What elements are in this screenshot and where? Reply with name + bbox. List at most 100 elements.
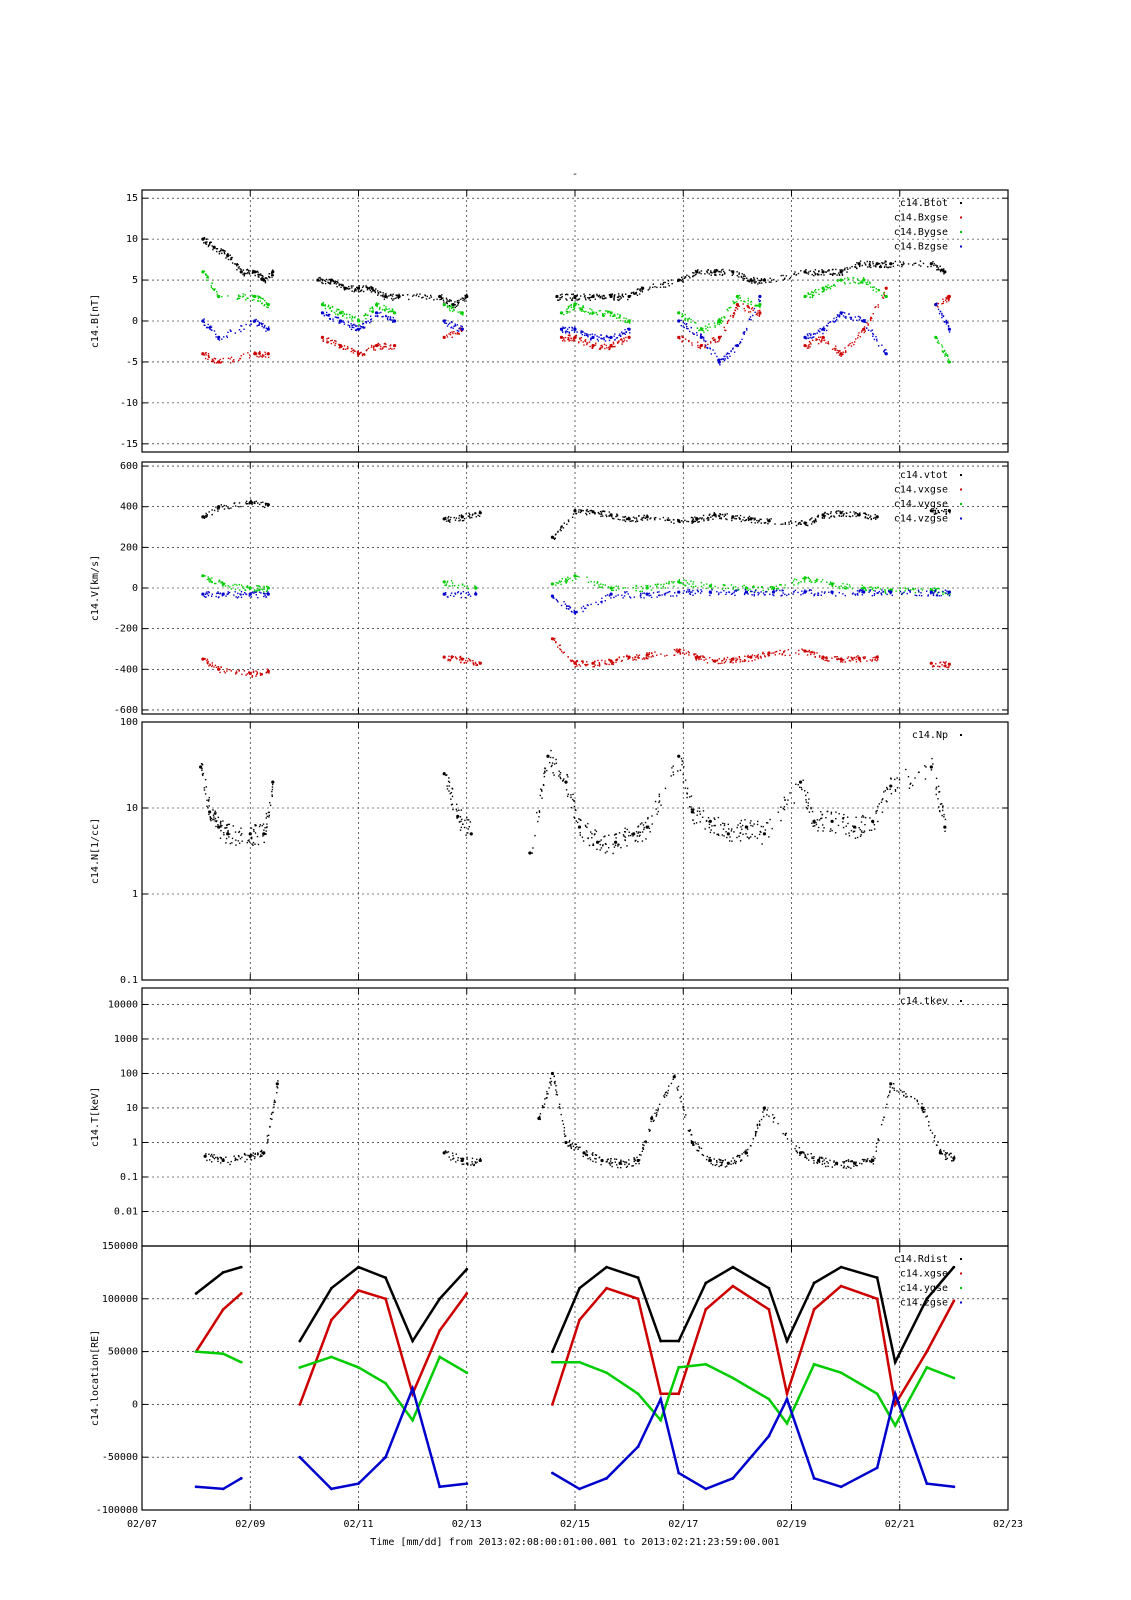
data-dot xyxy=(566,581,568,583)
data-dot xyxy=(578,341,580,344)
data-dot xyxy=(571,299,573,302)
data-dot xyxy=(364,313,367,315)
data-dot xyxy=(607,846,610,849)
data-dot xyxy=(464,596,467,599)
data-dot xyxy=(568,338,570,340)
data-dot xyxy=(419,293,421,295)
data-dot xyxy=(809,653,812,656)
data-dot xyxy=(608,339,611,342)
data-dot xyxy=(387,311,390,314)
data-dot xyxy=(698,272,700,274)
data-dot xyxy=(260,322,262,324)
data-dot xyxy=(714,818,716,821)
data-dot xyxy=(874,659,876,661)
data-dot xyxy=(756,277,758,280)
data-dot xyxy=(596,335,598,337)
data-dot xyxy=(568,340,570,342)
data-dot xyxy=(874,516,876,519)
data-dot xyxy=(861,264,863,267)
data-dot xyxy=(599,347,602,349)
data-dot xyxy=(664,519,666,522)
data-dot xyxy=(589,293,591,296)
data-point xyxy=(226,832,230,836)
data-point xyxy=(645,515,649,519)
data-dot xyxy=(881,594,883,596)
series-c14-Bygse xyxy=(201,270,951,364)
data-dot xyxy=(656,591,659,593)
data-dot xyxy=(851,658,854,660)
data-dot xyxy=(913,588,915,591)
data-dot xyxy=(566,312,568,314)
data-dot xyxy=(467,657,470,660)
data-dot xyxy=(873,824,876,826)
data-dot xyxy=(329,318,331,321)
data-dot xyxy=(374,291,377,294)
data-dot xyxy=(635,517,638,519)
data-dot xyxy=(208,580,210,582)
data-dot xyxy=(624,836,627,838)
data-dot xyxy=(357,350,359,352)
data-dot xyxy=(456,329,459,332)
data-dot xyxy=(723,835,725,837)
data-dot xyxy=(227,585,229,587)
data-dot xyxy=(226,336,229,339)
data-dot xyxy=(205,238,208,241)
data-dot xyxy=(363,315,365,317)
data-dot xyxy=(683,649,685,651)
data-dot xyxy=(382,315,384,318)
data-dot xyxy=(677,280,679,283)
data-dot xyxy=(567,338,569,341)
data-dot xyxy=(552,772,554,774)
data-dot xyxy=(596,848,598,851)
data-dot xyxy=(847,268,849,270)
data-dot xyxy=(808,589,811,592)
data-dot xyxy=(835,512,838,515)
data-dot xyxy=(807,345,810,347)
data-dot xyxy=(650,652,653,654)
data-dot xyxy=(247,269,250,272)
data-dot xyxy=(625,317,627,320)
data-dot xyxy=(703,656,706,659)
data-dot xyxy=(597,295,600,298)
data-dot xyxy=(402,294,404,296)
data-dot xyxy=(632,516,635,518)
data-dot xyxy=(271,273,273,275)
data-dot xyxy=(582,331,584,333)
data-dot xyxy=(236,584,238,586)
data-dot xyxy=(648,288,651,290)
data-dot xyxy=(450,804,453,806)
data-dot xyxy=(791,582,794,584)
data-dot xyxy=(844,594,847,597)
data-dot xyxy=(938,806,940,808)
data-dot xyxy=(569,659,572,662)
data-dot xyxy=(629,322,631,324)
y-tick-label: 10 xyxy=(126,803,138,814)
data-dot xyxy=(602,298,604,300)
y-axis-label: c14.B[nT] xyxy=(90,294,101,348)
data-dot xyxy=(563,778,565,780)
data-dot xyxy=(349,326,351,328)
data-dot xyxy=(666,518,669,521)
data-dot xyxy=(243,587,245,589)
data-dot xyxy=(683,579,685,581)
data-dot xyxy=(732,273,734,275)
data-dot xyxy=(362,322,365,325)
data-dot xyxy=(215,820,217,823)
data-dot xyxy=(318,277,320,279)
data-point xyxy=(771,586,776,590)
data-dot xyxy=(768,836,770,838)
data-dot xyxy=(734,309,737,312)
data-dot xyxy=(692,521,695,523)
data-dot xyxy=(901,592,904,595)
data-dot xyxy=(322,312,325,315)
data-dot xyxy=(630,292,633,294)
data-dot xyxy=(872,333,875,336)
data-dot xyxy=(593,665,596,668)
data-dot xyxy=(889,788,891,791)
data-dot xyxy=(255,591,257,593)
data-dot xyxy=(749,822,751,824)
data-dot xyxy=(649,585,652,588)
data-dot xyxy=(242,593,244,596)
data-dot xyxy=(760,278,763,280)
data-dot xyxy=(849,660,852,662)
